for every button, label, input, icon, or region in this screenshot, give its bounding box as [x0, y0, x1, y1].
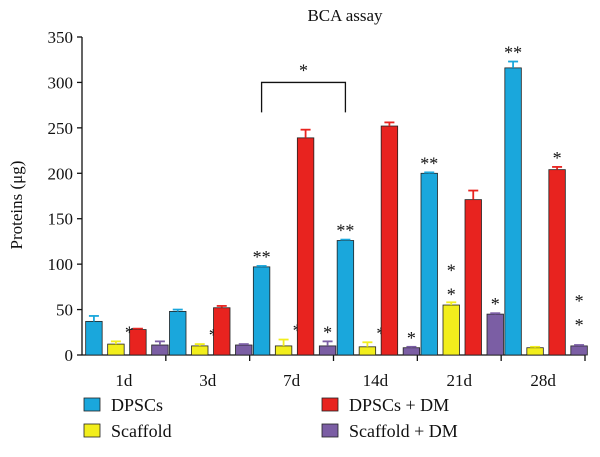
legend-swatch-dpscs-dm: [321, 397, 339, 412]
bar-scaffold-dm-28d: [570, 345, 588, 356]
bracket-label: *: [299, 60, 308, 80]
bar-dpscs-dm-14d: [380, 125, 399, 356]
bar-dpscs-dm-1d: [129, 329, 147, 356]
bar-scaffold-dm-7d: [318, 345, 337, 356]
bar-scaffold-14d: [358, 346, 377, 356]
significance-marker: *: [323, 322, 332, 342]
legend-swatch-scaffold: [83, 423, 101, 438]
bar-dpscs-dm-7d: [296, 137, 315, 356]
significance-marker: **: [253, 247, 271, 267]
significance-marker: *: [553, 148, 562, 168]
y-tick-label: 250: [48, 119, 74, 138]
bar-scaffold-7d: [274, 345, 293, 356]
legend-label-scaffold-dm: Scaffold + DM: [349, 421, 458, 441]
chart-title: BCA assay: [307, 6, 383, 25]
x-tick-label: 14d: [363, 371, 389, 390]
significance-marker: **: [420, 153, 438, 173]
bar-scaffold-3d: [191, 345, 209, 356]
bar-scaffold-21d: [442, 304, 460, 356]
y-tick-label: 50: [56, 301, 73, 320]
legend-label-scaffold: Scaffold: [111, 421, 172, 441]
bar-dpscs-dm-3d: [213, 307, 231, 356]
bar-dpscs-21d: [420, 172, 438, 356]
x-tick-label: 28d: [530, 371, 556, 390]
significance-marker: *: [575, 315, 584, 335]
bar-scaffold-dm-14d: [402, 347, 421, 356]
bar-dpscs-14d: [336, 240, 355, 356]
y-tick-label: 200: [48, 164, 74, 183]
y-axis-label: Proteins (μg): [7, 161, 26, 250]
x-tick-label: 21d: [447, 371, 473, 390]
significance-bracket: [260, 81, 347, 113]
legend-swatch-dpscs: [83, 397, 101, 412]
legend: DPSCs Scaffold DPSCs + DM Scaffold + DM: [83, 395, 458, 441]
x-tick-label: 3d: [199, 371, 217, 390]
legend-label-dpscs: DPSCs: [111, 395, 163, 415]
bar-scaffold-dm-3d: [235, 344, 253, 356]
y-tick-label: 100: [48, 255, 74, 274]
significance-marker: *: [407, 328, 416, 348]
significance-marker: *: [575, 291, 584, 311]
x-tick-label: 7d: [283, 371, 301, 390]
y-tick-label: 0: [65, 346, 74, 365]
y-tick-label: 150: [48, 210, 74, 229]
legend-swatch-scaffold-dm: [321, 423, 339, 438]
significance-marker: *: [491, 294, 500, 314]
bar-dpscs-dm-28d: [548, 169, 566, 356]
significance-marker: *: [447, 284, 456, 304]
x-tick-label: 1d: [115, 371, 133, 390]
y-tick-label: 300: [48, 73, 74, 92]
bar-dpscs-dm-21d: [464, 199, 482, 356]
bar-scaffold-28d: [526, 347, 544, 356]
bar-dpscs-7d: [252, 266, 271, 356]
bar-dpscs-1d: [85, 320, 103, 356]
y-tick-label: 350: [48, 28, 74, 47]
bar-dpscs-28d: [504, 67, 522, 356]
significance-marker: **: [336, 221, 354, 241]
significance-marker: **: [504, 43, 522, 63]
legend-label-dpscs-dm: DPSCs + DM: [349, 395, 449, 415]
bar-scaffold-dm-1d: [151, 344, 169, 356]
bar-dpscs-3d: [169, 310, 187, 356]
significance-marker: *: [447, 260, 456, 280]
bar-scaffold-1d: [107, 343, 125, 356]
bar-scaffold-dm-21d: [486, 313, 504, 356]
